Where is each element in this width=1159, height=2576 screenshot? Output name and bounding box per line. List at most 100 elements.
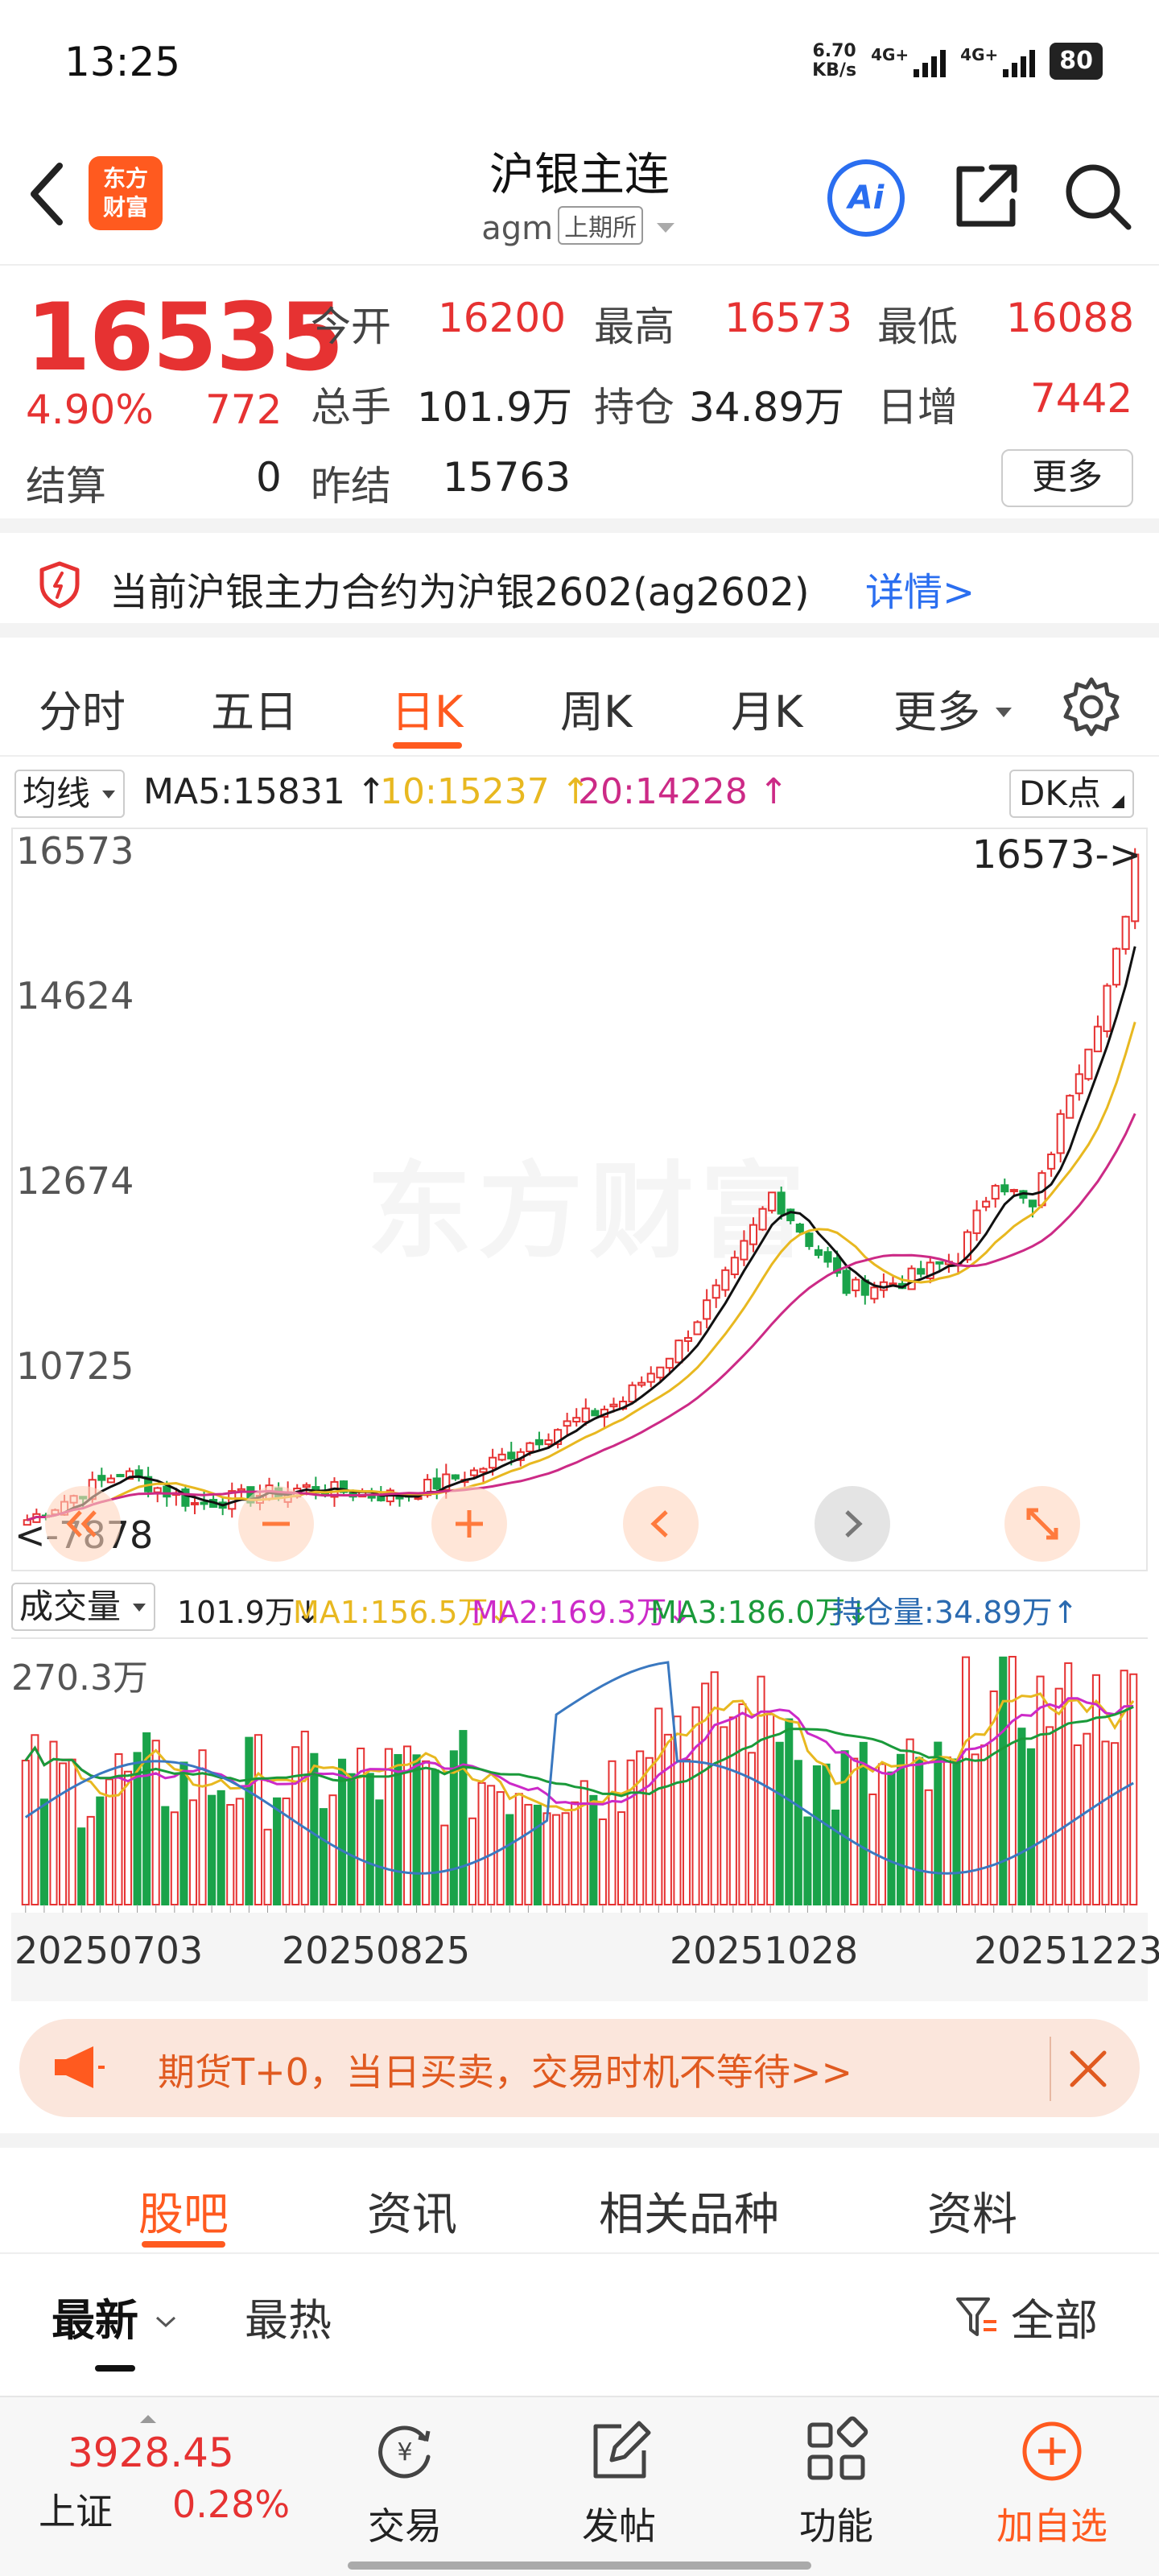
index-change: 0.28% — [172, 2483, 291, 2526]
candle-body — [674, 1340, 683, 1364]
zoom-out-button[interactable] — [238, 1486, 314, 1562]
candle-body — [190, 1501, 200, 1505]
volume-bar — [375, 1799, 384, 1905]
nav-post[interactable]: 发帖 — [551, 2415, 687, 2550]
date-label: 20251028 — [670, 1929, 859, 1972]
candle-body — [479, 1468, 488, 1473]
candle-body — [646, 1373, 655, 1383]
candle-body — [442, 1473, 451, 1491]
volume-bar — [533, 1804, 542, 1905]
percent-change: 4.90% — [26, 386, 154, 433]
candle-body — [1112, 947, 1121, 986]
volume-bar — [384, 1748, 393, 1905]
tab-five-day[interactable]: 五日 — [211, 687, 298, 737]
app-logo[interactable]: 东方 财富 — [89, 156, 163, 230]
volume-bar — [431, 1769, 439, 1905]
quote-panel: 16535 4.90% 772 结算 0 今开 16200 最高 16573 最… — [0, 267, 1159, 533]
exchange-tag: 上期所 — [558, 206, 644, 245]
sort-latest-button[interactable]: 最新 — [52, 2285, 178, 2348]
net-speed-unit: KB/s — [812, 60, 857, 80]
date-axis: 20250703 20250825 20251028 20251223 — [11, 1913, 1159, 2001]
tab-weekly-k[interactable]: 周K — [560, 687, 633, 737]
candle-body — [637, 1381, 646, 1386]
open-interest-label: 持仓 — [594, 384, 674, 431]
dk-point-button[interactable]: DK点 — [1009, 770, 1135, 818]
volume-bar — [226, 1804, 235, 1905]
candle-body — [1093, 1026, 1102, 1053]
filter-all-button[interactable]: 全部 — [953, 2285, 1098, 2348]
share-button[interactable] — [950, 159, 1022, 232]
high-value: 16573 — [724, 295, 853, 341]
status-bar: 13:25 6.70 KB/s 4G+ 4G+ 80 — [0, 0, 1159, 121]
filter-icon — [956, 2297, 996, 2336]
home-indicator — [348, 2562, 811, 2570]
prev-settle-label: 昨结 — [311, 463, 391, 510]
scroll-left-button[interactable] — [623, 1486, 699, 1562]
scroll-left-fast-button[interactable] — [45, 1486, 121, 1562]
plus-icon — [456, 1510, 483, 1538]
volume-bar — [402, 1745, 412, 1905]
zoom-in-button[interactable] — [431, 1486, 507, 1562]
volume-bar — [720, 1726, 728, 1905]
volume-bar — [961, 1656, 971, 1905]
volume-bar — [691, 1706, 700, 1905]
tab-news[interactable]: 资讯 — [367, 2189, 457, 2241]
more-button[interactable]: 更多 — [1001, 449, 1133, 507]
fullscreen-button[interactable] — [1004, 1486, 1080, 1562]
ma10-line — [27, 1022, 1136, 1521]
signal-label: 4G+ — [871, 45, 909, 64]
ai-button[interactable]: Ai — [827, 159, 905, 237]
double-chevron-left-icon — [66, 1510, 97, 1538]
candle-body — [228, 1490, 237, 1510]
volume-bar — [738, 1703, 747, 1905]
y-axis-label: 14624 — [16, 974, 134, 1018]
volume-bar — [1046, 1726, 1054, 1905]
post-filter-bar: 最新 最热 全部 — [0, 2256, 1159, 2392]
volume-bar — [598, 1818, 607, 1905]
candle-body — [97, 1475, 106, 1481]
logo-text: 东方 — [102, 165, 148, 192]
y-axis-label: 16573 — [16, 829, 134, 873]
volume-bar — [999, 1656, 1008, 1905]
scroll-right-button[interactable] — [815, 1486, 890, 1562]
tab-forum[interactable]: 股吧 — [138, 2189, 229, 2241]
volume-chart[interactable]: 270.3万 — [11, 1637, 1148, 1913]
vol-ma2-value: MA2:169.3万↓ — [472, 1595, 693, 1630]
indicator-select[interactable]: 均线 — [14, 770, 126, 818]
nav-add-watchlist[interactable]: 加自选 — [984, 2415, 1120, 2550]
volume-bar — [170, 1811, 179, 1905]
candle-body — [740, 1240, 749, 1261]
date-label: 20250825 — [282, 1929, 471, 1972]
tab-daily-k[interactable]: 日K — [391, 687, 464, 737]
volume-bar — [1026, 1748, 1036, 1905]
bottom-bar: 3928.45 上证 0.28% ¥ 交易 发帖 功能 加 — [0, 2396, 1159, 2576]
nav-functions[interactable]: 功能 — [768, 2415, 905, 2550]
tab-info[interactable]: 资料 — [927, 2189, 1017, 2241]
volume-bar — [552, 1814, 561, 1905]
volume-bar — [208, 1794, 217, 1905]
tab-intraday[interactable]: 分时 — [39, 687, 126, 737]
ma10-value: 10:15237 ↑ — [380, 771, 591, 812]
tab-more[interactable]: 更多 — [893, 676, 1013, 740]
promo-banner[interactable]: 期货T+0，当日买卖，交易时机不等待>> — [19, 2019, 1140, 2117]
promo-close-button[interactable] — [1050, 2037, 1114, 2101]
volume-indicator-select[interactable]: 成交量 — [11, 1583, 156, 1631]
back-button[interactable] — [24, 158, 72, 230]
edit-icon — [593, 2421, 651, 2479]
contract-subtitle[interactable]: agm 上期所 — [0, 206, 1159, 247]
index-value: 3928.45 — [68, 2429, 234, 2476]
sort-hot-button[interactable]: 最热 — [245, 2295, 332, 2346]
search-button[interactable] — [1061, 159, 1133, 232]
contract-notice[interactable]: 当前沪银主力合约为沪银2602(ag2602) 详情> — [0, 533, 1159, 638]
tab-monthly-k[interactable]: 月K — [731, 687, 803, 737]
notice-details-link[interactable]: 详情> — [865, 570, 975, 615]
volume-bar — [626, 1759, 635, 1905]
gear-icon[interactable] — [1059, 675, 1124, 739]
nav-trade[interactable]: ¥ 交易 — [336, 2415, 473, 2550]
tab-related-products[interactable]: 相关品种 — [599, 2189, 779, 2241]
candle-body — [302, 1484, 311, 1488]
volume-bar — [422, 1760, 431, 1905]
volume-bar — [105, 1778, 113, 1905]
